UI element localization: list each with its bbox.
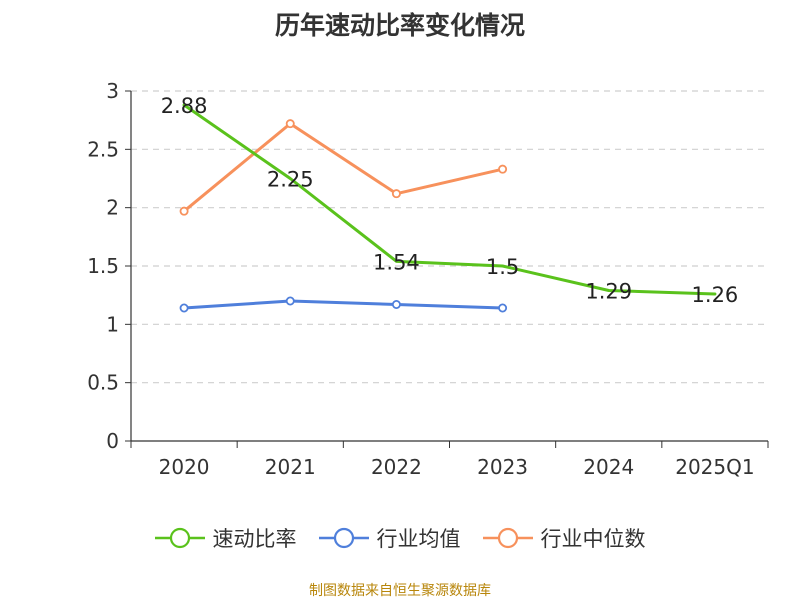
legend-swatch-marker [169,527,190,549]
grid-layer [131,90,768,384]
data-point [498,164,508,174]
label-layer: 2.88 2.25 1.54 1.5 1.29 1.26 [161,94,739,307]
source-note: 制图数据来自恒生聚源数据库 [309,583,491,599]
legend-label: 速动比率 [212,527,297,551]
y-tick-label: 3 [106,79,119,103]
data-label: 1.54 [373,250,420,274]
y-tick-label: 2.5 [87,137,119,161]
data-point [179,206,189,216]
data-point [179,303,189,313]
legend-label: 行业中位数 [540,527,646,551]
data-label: 1.26 [692,283,739,307]
series-layer [179,103,717,313]
data-point [285,296,295,306]
chart-title: 历年速动比率变化情况 [274,11,525,40]
y-tick-label: 1.5 [87,254,119,278]
data-point [391,189,401,199]
x-tick-label: 2024 [583,455,634,479]
data-point [391,299,401,309]
data-point [285,119,295,129]
legend-swatch-icon [154,527,205,549]
legend-swatch-icon [318,527,369,549]
data-label: 2.88 [161,94,208,118]
legend-swatch-marker [497,527,518,549]
legend-swatch-icon [482,527,533,549]
data-label: 1.5 [486,255,519,279]
series-line-2 [182,122,505,213]
legend: 速动比率 行业均值 行业中位数 [0,520,800,556]
legend-label: 行业均值 [376,527,461,551]
series-line-0 [182,103,717,296]
legend-item[interactable]: 行业均值 [318,523,461,553]
y-tick-label: 2 [106,196,119,220]
x-tick-label: 2023 [477,455,528,479]
x-tick-label: 2022 [371,455,422,479]
x-tick-label: 2021 [265,455,316,479]
legend-swatch-marker [333,527,354,549]
legend-item[interactable]: 速动比率 [154,523,297,553]
series-line-1 [182,299,505,310]
y-tick-label: 1 [106,312,119,336]
x-tick-label: 2020 [159,455,210,479]
legend-item[interactable]: 行业中位数 [482,523,646,553]
axis-layer: 0 0.5 1 1.5 2 2.5 3 2020 2021 2022 2023 2024 2025Q1 [87,79,769,479]
data-point [498,303,508,313]
data-label: 2.25 [267,168,314,192]
x-tick-label: 2025Q1 [675,455,754,479]
y-tick-label: 0 [106,429,119,453]
data-label: 1.29 [585,280,632,304]
y-tick-label: 0.5 [87,371,119,395]
